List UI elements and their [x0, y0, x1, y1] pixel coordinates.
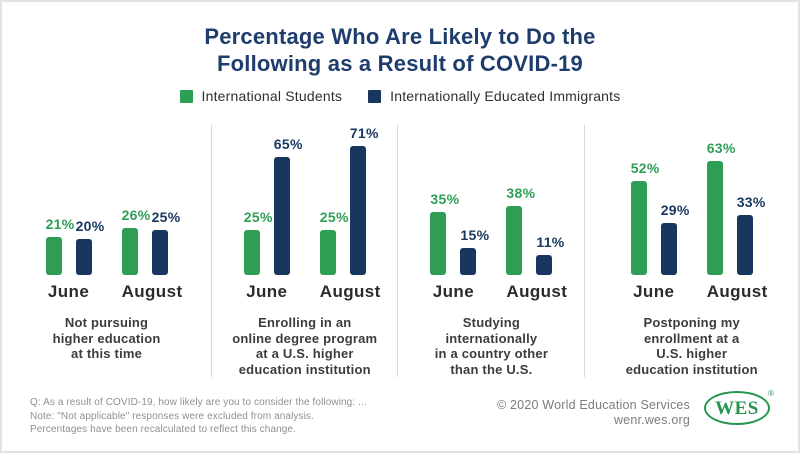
group-caption: Not pursuing higher education at this ti…: [52, 315, 161, 361]
chart-group-online-degree: 25% 65% June 25%: [212, 125, 399, 377]
bar-intl-students-august: [319, 230, 336, 275]
bar-unit: 11%: [536, 234, 565, 275]
bar-immigrants-june: [660, 223, 677, 275]
bar-unit: 63%: [706, 140, 736, 275]
bar-intl-students-june: [45, 237, 62, 275]
group-caption: Studying internationally in a country ot…: [434, 315, 549, 377]
bars-area: 25% 65% June 25%: [243, 125, 381, 302]
cluster-august: 38% 11% August: [506, 185, 568, 302]
footnote-line: Q: As a result of COVID-19, how likely a…: [30, 397, 367, 408]
bar-immigrants-august: [536, 255, 553, 275]
legend-swatch-navy-icon: [368, 89, 382, 103]
value-label: 38%: [506, 185, 536, 201]
bar-intl-students-august: [121, 228, 138, 275]
bars-area: 52% 29% June 63%: [630, 125, 768, 302]
copyright-text: © 2020 World Education Services: [496, 398, 690, 412]
wes-logo-text: WES: [715, 397, 759, 419]
bar-intl-students-august: [506, 206, 523, 275]
wes-logo-oval-icon: WES ®: [704, 389, 774, 425]
footnote-line: Note: "Not applicable" responses were ex…: [30, 410, 314, 422]
value-label: 65%: [273, 136, 303, 152]
bars-area: 21% 20% June 26%: [45, 125, 183, 302]
bar-unit: 38%: [506, 185, 536, 275]
group-caption: Enrolling in an online degree program at…: [232, 315, 378, 377]
registered-trademark-icon: ®: [768, 389, 774, 398]
bar-intl-students-june: [630, 181, 647, 275]
value-label: 33%: [736, 194, 766, 210]
bar-immigrants-june: [273, 157, 290, 275]
bar-immigrants-june: [75, 239, 92, 275]
bar-unit: 29%: [660, 202, 690, 275]
legend-label: International Students: [201, 88, 343, 104]
bar-intl-students-august: [706, 161, 723, 275]
chart-group-studying-internationally: 35% 15% June 38%: [398, 125, 586, 377]
month-label: June: [246, 282, 288, 301]
cluster-august: 25% 71% August: [319, 125, 381, 302]
bar-unit: 21%: [45, 216, 75, 275]
cluster-june: 25% 65% June: [243, 136, 303, 302]
month-label: August: [506, 282, 568, 301]
bar-unit: 25%: [151, 209, 181, 275]
bar-immigrants-august: [349, 146, 366, 275]
footnote: Q: As a result of COVID-19, how likely a…: [30, 396, 367, 437]
value-label: 52%: [630, 160, 660, 176]
month-label: June: [633, 282, 675, 301]
value-label: 71%: [349, 125, 379, 141]
value-label: 20%: [75, 218, 105, 234]
bar-unit: 52%: [630, 160, 660, 275]
legend: International Students Internationally E…: [2, 88, 798, 104]
value-label: 11%: [536, 234, 565, 250]
footnote-line: Percentages have been recalculated to re…: [30, 424, 296, 435]
value-label: 26%: [121, 207, 151, 223]
chart-group-postponing-enrollment: 52% 29% June 63%: [585, 125, 798, 377]
cluster-june: 21% 20% June: [45, 216, 105, 302]
bar-unit: 33%: [736, 194, 766, 275]
footer-attribution: © 2020 World Education Services wenr.wes…: [497, 398, 690, 428]
cluster-august: 63% 33% August: [706, 140, 768, 302]
group-caption: Postponing my enrollment at a U.S. highe…: [625, 315, 758, 377]
month-label: August: [706, 282, 768, 301]
page-title: Percentage Who Are Likely to Do the Foll…: [204, 24, 596, 76]
bar-unit: 35%: [430, 191, 460, 275]
bar-chart: 21% 20% June 26%: [2, 125, 798, 377]
bars-area: 35% 15% June 38%: [430, 125, 568, 302]
legend-label: Internationally Educated Immigrants: [390, 88, 621, 104]
bar-immigrants-august: [736, 215, 753, 275]
website-url: wenr.wes.org: [613, 413, 690, 427]
bar-immigrants-june: [460, 248, 477, 275]
bar-unit: 25%: [319, 209, 349, 275]
bar-unit: 15%: [460, 227, 490, 275]
legend-item-internationally-educated-immigrants: Internationally Educated Immigrants: [368, 88, 620, 104]
bar-unit: 20%: [75, 218, 105, 275]
value-label: 21%: [45, 216, 75, 232]
cluster-june: 35% 15% June: [430, 191, 490, 302]
month-label: June: [47, 282, 90, 301]
bar-intl-students-june: [243, 230, 260, 275]
bar-unit: 25%: [243, 209, 273, 275]
value-label: 29%: [660, 202, 690, 218]
bar-intl-students-june: [430, 212, 447, 275]
value-label: 25%: [319, 209, 349, 225]
month-label: August: [319, 282, 381, 301]
bar-unit: 26%: [121, 207, 151, 275]
wes-logo: WES ®: [704, 389, 774, 425]
value-label: 63%: [706, 140, 736, 156]
bar-unit: 65%: [273, 136, 303, 275]
cluster-june: 52% 29% June: [630, 160, 690, 302]
month-label: August: [121, 282, 183, 301]
value-label: 35%: [430, 191, 460, 207]
bar-immigrants-august: [151, 230, 168, 275]
value-label: 15%: [460, 227, 490, 243]
value-label: 25%: [243, 209, 273, 225]
chart-group-not-pursuing: 21% 20% June 26%: [2, 125, 213, 377]
value-label: 25%: [151, 209, 181, 225]
bar-unit: 71%: [349, 125, 379, 275]
cluster-august: 26% 25% August: [121, 207, 183, 302]
month-label: June: [432, 282, 475, 301]
legend-item-international-students: International Students: [179, 88, 343, 104]
legend-swatch-green-icon: [179, 89, 193, 103]
